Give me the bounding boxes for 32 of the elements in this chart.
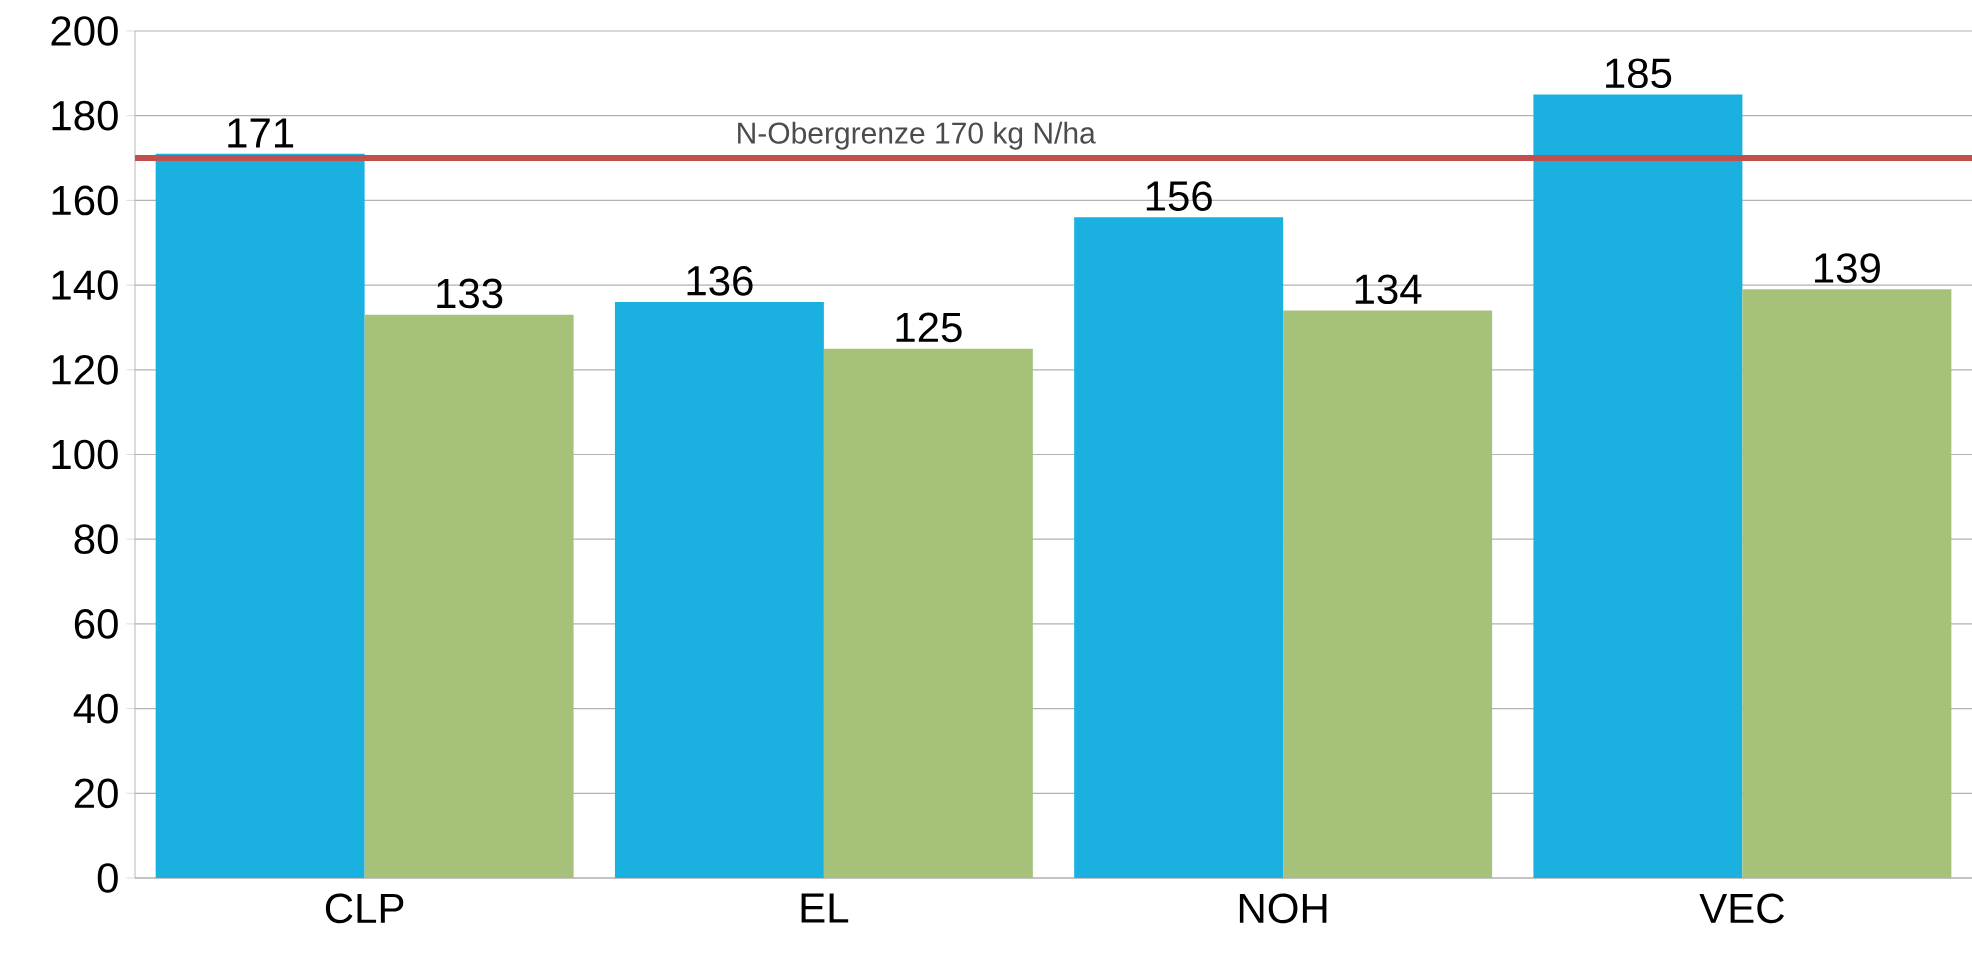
y-tick-label: 40 xyxy=(73,693,118,724)
data-label: 185 xyxy=(1606,58,1672,89)
y-tick-label: 180 xyxy=(52,100,118,131)
x-tick-label: NOH xyxy=(1239,893,1327,924)
ref-line-label: N-Obergrenze 170 kg N/ha xyxy=(738,121,1096,150)
data-label: 133 xyxy=(437,278,503,309)
bar xyxy=(1533,94,1743,878)
data-label: 125 xyxy=(896,312,962,343)
bar xyxy=(823,348,1033,878)
bar xyxy=(1074,217,1284,878)
x-tick-label: EL xyxy=(801,893,849,923)
bar xyxy=(155,153,365,878)
bar xyxy=(1283,310,1493,878)
y-tick-label: 100 xyxy=(52,439,118,470)
bar xyxy=(1742,289,1952,878)
y-tick-label: 160 xyxy=(52,185,118,216)
data-label: 171 xyxy=(228,118,294,148)
x-tick-label: CLP xyxy=(325,893,404,924)
x-tick-label: VEC xyxy=(1699,893,1784,924)
data-label: 136 xyxy=(687,265,753,296)
bar xyxy=(614,302,824,878)
data-label: 134 xyxy=(1355,274,1422,305)
data-label: 139 xyxy=(1815,253,1880,283)
y-tick-label: 20 xyxy=(74,778,118,809)
data-label: 156 xyxy=(1146,181,1212,211)
y-tick-label: 0 xyxy=(97,863,118,893)
y-tick-label: 120 xyxy=(52,354,118,385)
bar xyxy=(364,314,574,878)
y-tick-label: 80 xyxy=(74,524,118,555)
y-tick-label: 60 xyxy=(74,609,118,639)
y-tick-label: 200 xyxy=(51,16,118,46)
y-tick-label: 140 xyxy=(52,270,118,300)
